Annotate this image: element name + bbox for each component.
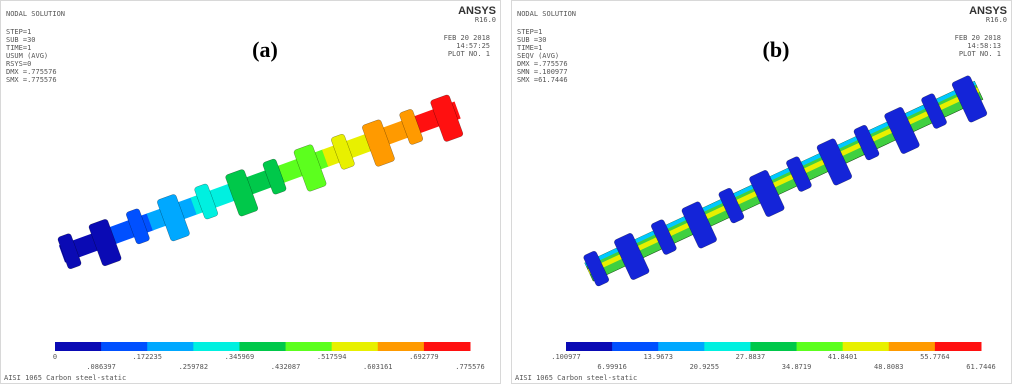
legend-swatch xyxy=(842,342,890,351)
cam-lobe xyxy=(88,219,122,267)
date-line: 14:57:25 xyxy=(456,42,490,50)
shaft-stripe xyxy=(587,87,980,274)
date-line: PLOT NO. 1 xyxy=(959,50,1001,58)
legend-swatch xyxy=(193,342,240,351)
legend-value: 41.8401 xyxy=(828,353,858,361)
legend-value: 6.99916 xyxy=(597,363,627,371)
date-line: 14:58:13 xyxy=(967,42,1001,50)
legend-value: 0 xyxy=(53,353,57,361)
plot-title: NODAL SOLUTION xyxy=(6,10,65,18)
journal xyxy=(194,183,218,220)
legend-value: 55.7764 xyxy=(920,353,950,361)
material: AISI 1065 Carbon steel-static xyxy=(4,374,126,382)
journal xyxy=(718,188,745,224)
legend-swatch xyxy=(285,342,333,351)
cam-lobe xyxy=(430,94,464,142)
info-line: USUM (AVG) xyxy=(6,52,48,60)
legend-value: 13.9673 xyxy=(643,353,673,361)
legend-value: 48.8083 xyxy=(874,363,904,371)
info-line: SMX =.775576 xyxy=(6,76,57,84)
legend-swatch xyxy=(331,342,379,351)
journal xyxy=(331,134,355,170)
legend-value: .517594 xyxy=(317,353,347,361)
plot-title: NODAL SOLUTION xyxy=(517,10,576,18)
journal xyxy=(786,156,812,192)
journal xyxy=(921,93,947,129)
legend-value: .432087 xyxy=(271,363,301,371)
journal xyxy=(583,251,609,287)
info-line: SMX =61.7446 xyxy=(517,76,568,84)
cam-lobe xyxy=(951,75,988,123)
cam-lobe xyxy=(681,201,717,249)
info-line: DMX =.775576 xyxy=(517,60,568,68)
cam-lobe xyxy=(749,170,785,217)
date-line: FEB 20 2018 xyxy=(444,34,490,42)
camshaft xyxy=(583,75,988,287)
journal xyxy=(651,219,677,255)
journal xyxy=(262,158,287,195)
shaft-stripe xyxy=(584,81,977,267)
legend-swatch xyxy=(55,342,102,351)
journal xyxy=(126,208,150,245)
cam-lobe xyxy=(362,119,395,167)
cam-lobe xyxy=(157,194,190,242)
date-line: PLOT NO. 1 xyxy=(448,50,490,58)
info-line: TIME=1 xyxy=(6,44,31,52)
material: AISI 1065 Carbon steel-static xyxy=(515,374,637,382)
info-line: SEQV (AVG) xyxy=(517,52,559,60)
legend-swatch xyxy=(704,342,751,351)
legend-swatch xyxy=(239,342,287,351)
camshaft xyxy=(57,94,464,269)
legend-value: 61.7446 xyxy=(966,363,996,371)
legend-swatch xyxy=(101,342,148,351)
legend-value: .259782 xyxy=(179,363,209,371)
cam-lobe xyxy=(225,169,259,217)
legend-value: .603161 xyxy=(363,363,393,371)
cam-lobe xyxy=(614,233,650,280)
info-line: DMX =.775576 xyxy=(6,68,57,76)
legend-value: .775576 xyxy=(455,363,485,371)
panel-label: (b) xyxy=(763,37,790,62)
info-line: SUB =30 xyxy=(6,36,36,44)
date-line: FEB 20 2018 xyxy=(955,34,1001,42)
legend-swatch xyxy=(423,342,471,351)
legend-value: .100977 xyxy=(551,353,581,361)
legend-swatch xyxy=(147,342,194,351)
journal xyxy=(853,125,880,161)
journal xyxy=(399,109,423,145)
legend-swatch xyxy=(566,342,613,351)
legend-value: 27.8837 xyxy=(736,353,766,361)
legend-swatch xyxy=(658,342,705,351)
legend-value: .086397 xyxy=(86,363,116,371)
version: R16.0 xyxy=(475,16,496,24)
legend-value: .172235 xyxy=(132,353,162,361)
version: R16.0 xyxy=(986,16,1007,24)
legend-swatch xyxy=(796,342,844,351)
info-line: TIME=1 xyxy=(517,44,542,52)
legend-swatch xyxy=(888,342,936,351)
legend-value: .692779 xyxy=(409,353,439,361)
legend-swatch xyxy=(934,342,982,351)
info-line: STEP=1 xyxy=(517,28,542,36)
legend-value: .345969 xyxy=(225,353,255,361)
legend-swatch xyxy=(377,342,425,351)
info-line: SUB =30 xyxy=(517,36,547,44)
brand: ANSYS xyxy=(458,5,496,17)
info-line: STEP=1 xyxy=(6,28,31,36)
cam-lobe xyxy=(884,107,920,154)
cam-lobe xyxy=(816,138,852,186)
legend-value: 20.9255 xyxy=(690,363,720,371)
info-line: SMN =.100977 xyxy=(517,68,568,76)
journal xyxy=(57,233,82,269)
panel-label: (a) xyxy=(252,37,278,62)
legend-value: 34.8719 xyxy=(782,363,812,371)
info-line: RSYS=0 xyxy=(6,60,31,68)
legend-swatch xyxy=(750,342,798,351)
legend-swatch xyxy=(612,342,659,351)
brand: ANSYS xyxy=(969,5,1007,17)
cam-lobe xyxy=(293,144,327,192)
